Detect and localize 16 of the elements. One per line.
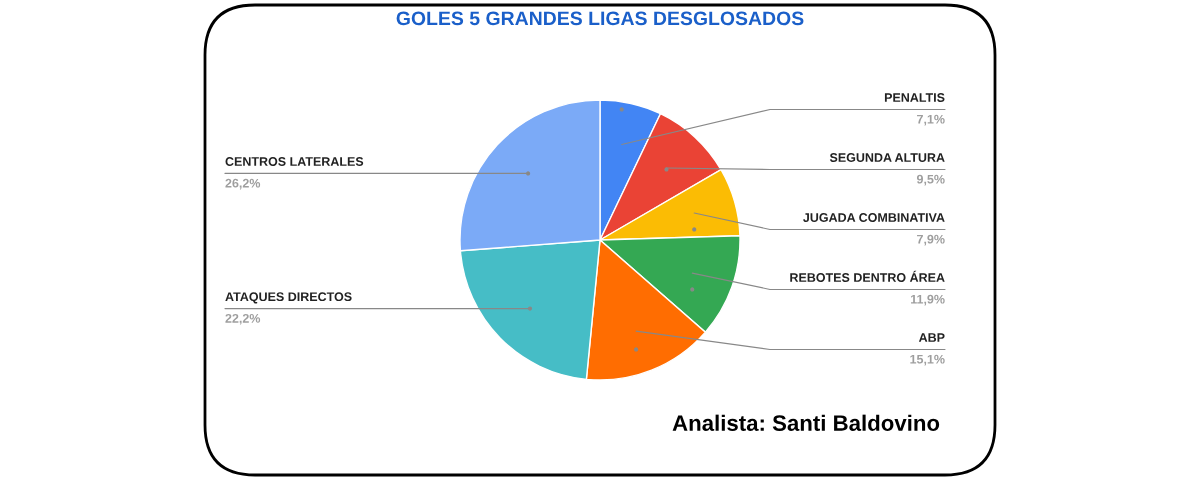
data-label: 26,2% [225, 178, 261, 190]
text: Analista: Santi Baldovino [672, 414, 940, 431]
slice-label: PENALTIS [884, 93, 945, 102]
data-label: 22,2% [225, 313, 261, 325]
slice-label: JUGADA COMBINATIVA [803, 213, 945, 222]
slice-label: SEGUNDA ALTURA [829, 153, 945, 162]
chart-title: GOLES 5 GRANDES LIGAS DESGLOSADOS [396, 11, 804, 26]
data-label: 15,1% [910, 354, 945, 366]
data-label: 9,5% [916, 174, 945, 186]
slice-label: ABP [918, 333, 945, 342]
data-label: 11,9% [911, 294, 945, 306]
data-label: 7,1% [917, 114, 945, 126]
data-label: 7,9% [917, 234, 945, 246]
slice-label: CENTROS LATERALES [225, 157, 364, 166]
slice-label: REBOTES DENTRO ÁREA [790, 270, 945, 282]
slice-label: ATAQUES DIRECTOS [225, 292, 352, 304]
